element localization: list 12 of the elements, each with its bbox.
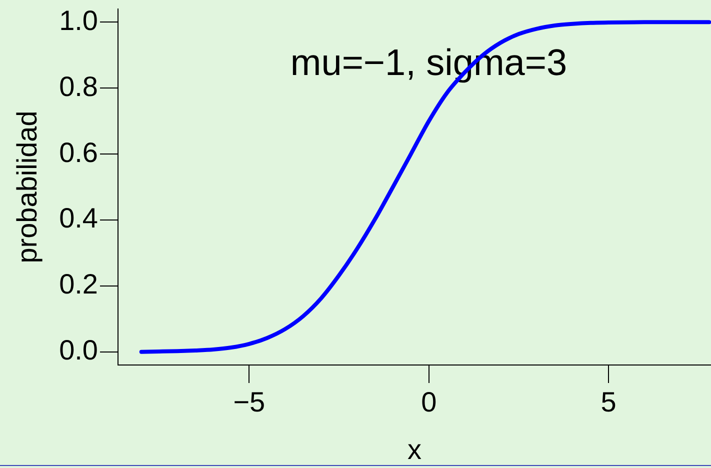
y-tick-label: 1.0 [59,4,98,36]
x-axis-title: x [408,434,422,465]
x-tick-label: 0 [421,386,437,418]
y-tick-label: 0.4 [59,202,98,234]
y-tick-label: 0.6 [59,136,98,168]
y-tick-label: 0.2 [59,268,98,300]
x-tick-label: 5 [600,386,616,418]
x-tick-label: −5 [233,386,266,418]
y-axis-title: probabilidad [12,110,43,264]
y-tick-label: 0.0 [59,334,98,366]
line-series [139,20,711,354]
y-tick-label: 0.8 [59,70,98,102]
